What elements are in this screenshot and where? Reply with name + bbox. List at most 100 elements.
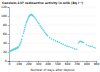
tick-label: 900 [94,62,100,66]
point [10,50,12,52]
point [45,33,47,35]
point [14,48,16,50]
point [25,23,27,25]
point [24,27,26,29]
point [34,17,36,19]
tick: 700 [74,61,80,66]
grid-line [9,7,96,8]
point [36,20,38,22]
point [58,42,60,44]
point [17,47,19,49]
point [28,16,30,18]
point [17,46,19,48]
tick-mark [8,61,10,62]
tick-label: 700 [74,62,80,66]
tick: 120 [1,5,9,9]
point [79,41,81,43]
point [42,29,44,31]
point [15,48,17,50]
tick: 300 [36,61,42,66]
tick-label: 400 [45,62,51,66]
point [20,40,22,42]
tick: 60 [3,32,9,36]
tick-mark [8,43,10,44]
y-axis: 0 20 40 60 80 100 120 [1,5,10,63]
tick-mark [8,16,10,17]
tick-label: 100 [1,14,7,18]
point [55,40,57,42]
point [12,49,14,51]
point [83,42,85,44]
tick: 100 [16,61,22,66]
point [23,31,25,33]
tick: 900 [94,61,100,66]
point [47,35,49,37]
tick-label: 500 [55,62,61,66]
point [23,32,25,34]
point [18,46,20,48]
point [29,14,31,16]
point [86,44,88,46]
point [30,14,32,16]
tick-label: 0 [9,62,11,66]
point [32,15,34,17]
tick-label: 200 [26,62,32,66]
tick-label: 40 [3,41,7,45]
tick-label: 20 [3,50,7,54]
tick-label: 120 [1,5,7,9]
point [91,46,93,48]
point [82,41,84,43]
point [68,46,70,48]
tick-mark [8,34,10,35]
point [62,44,64,46]
tick-label: 0 [5,59,7,63]
point [20,42,22,44]
point [57,41,59,43]
point [26,22,28,24]
point [49,37,51,39]
tick: 80 [3,23,9,27]
point [16,48,18,50]
point [35,19,37,21]
tick: 40 [3,41,9,45]
grid-line [9,52,96,53]
point [9,51,10,53]
point [60,43,62,45]
point [19,43,21,45]
tick: 0 [9,61,11,66]
point [13,49,15,51]
point [14,49,16,51]
point [13,49,15,51]
tick: 0 [5,59,9,63]
grid-line [9,34,96,35]
point [70,47,72,49]
point [80,40,82,42]
point [32,15,34,17]
point [28,17,30,19]
point [44,31,46,33]
point [89,45,91,47]
tick-mark [8,52,10,53]
tick: 20 [3,50,9,54]
tick: 200 [26,61,32,66]
point [30,14,32,16]
axis-line [8,8,10,62]
plot: 0 100 200 300400 500 600700 80 0 900 0 20 40 60 80 100… [1,5,99,66]
point [40,26,42,28]
point [46,34,48,36]
tick: 100 [1,14,9,18]
point [41,27,43,29]
point [51,38,53,40]
points [9,14,96,53]
point [22,35,24,37]
point [10,50,12,52]
point [95,47,96,49]
point [11,49,13,51]
point [21,39,23,41]
point [74,48,76,50]
point [29,15,31,17]
grid-line [9,43,96,44]
tick-label: 600 [65,62,71,66]
point [64,44,66,46]
grid-line [9,61,96,62]
